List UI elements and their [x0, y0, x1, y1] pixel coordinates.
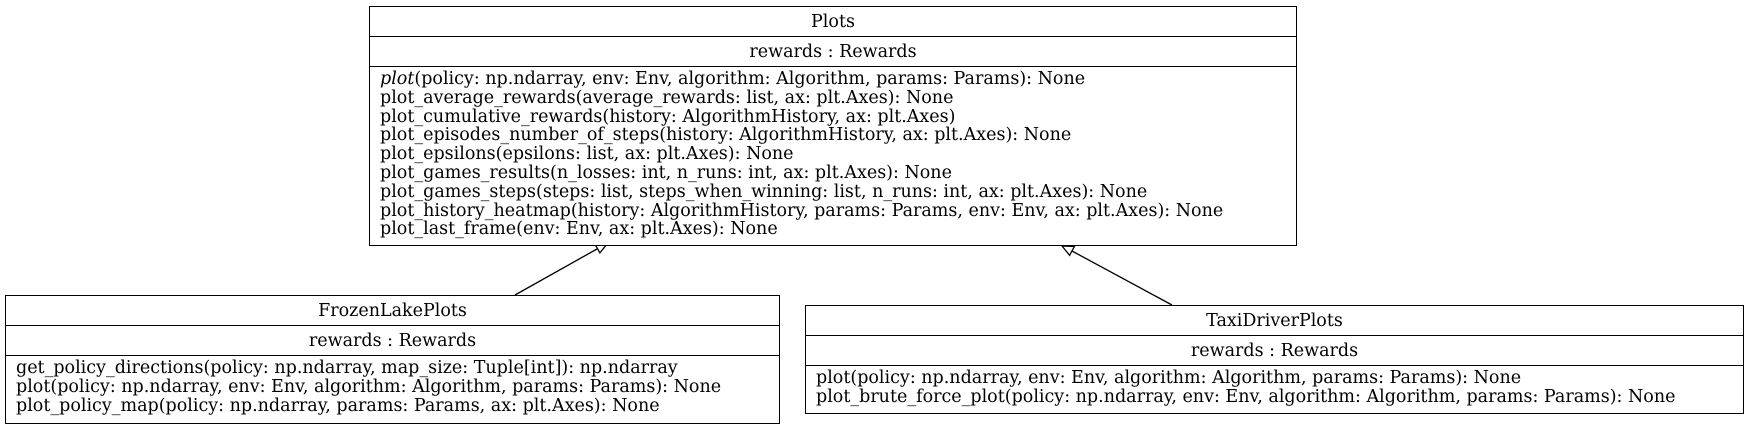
method-plot: plot(policy: np.ndarray, env: Env, algor… — [380, 69, 1086, 89]
method-plot-average-rewards: plot_average_rewards(average_rewards: li… — [380, 87, 954, 108]
class-name: TaxiDriverPlots — [806, 306, 1743, 336]
class-attributes: rewards : Rewards — [806, 336, 1743, 366]
attribute-rewards: rewards : Rewards — [1190, 341, 1359, 361]
method-plot-epsilons: plot_epsilons(epsilons: list, ax: plt.Ax… — [380, 144, 794, 165]
method-plot-cumulative-rewards: plot_cumulative_rewards(history: Algorit… — [380, 106, 956, 127]
edge-frozenlake-to-plots — [514, 243, 609, 296]
method-get-policy-directions: get_policy_directions(policy: np.ndarray… — [16, 358, 678, 378]
class-frozen-lake-plots: FrozenLakePlots rewards : Rewards get_po… — [5, 295, 780, 424]
edge-taxidriver-to-plots — [1060, 245, 1173, 306]
attribute-rewards: rewards : Rewards — [308, 331, 477, 351]
class-methods: plot(policy: np.ndarray, env: Env, algor… — [806, 366, 1743, 407]
class-methods: plot(policy: np.ndarray, env: Env, algor… — [370, 67, 1296, 239]
class-attributes: rewards : Rewards — [6, 326, 779, 356]
method-plot-games-results: plot_games_results(n_losses: int, n_runs… — [380, 162, 952, 183]
method-plot-policy-map: plot_policy_map(policy: np.ndarray, para… — [16, 395, 660, 416]
class-taxi-driver-plots: TaxiDriverPlots rewards : Rewards plot(p… — [805, 305, 1744, 414]
class-attributes: rewards : Rewards — [370, 37, 1296, 67]
class-methods: get_policy_directions(policy: np.ndarray… — [6, 356, 779, 415]
class-name: Plots — [370, 7, 1296, 37]
class-name: FrozenLakePlots — [6, 296, 779, 326]
method-plot-last-frame: plot_last_frame(env: Env, ax: plt.Axes):… — [380, 219, 778, 240]
method-plot-episodes-number-of-steps: plot_episodes_number_of_steps(history: A… — [380, 125, 1072, 146]
class-plots: Plots rewards : Rewards plot(policy: np.… — [369, 6, 1297, 246]
attribute-rewards: rewards : Rewards — [749, 42, 917, 62]
inheritance-arrowhead — [1060, 245, 1076, 257]
method-plot-brute-force-plot: plot_brute_force_plot(policy: np.ndarray… — [816, 386, 1676, 407]
method-plot: plot(policy: np.ndarray, env: Env, algor… — [16, 376, 722, 397]
method-plot: plot(policy: np.ndarray, env: Env, algor… — [816, 368, 1522, 388]
method-plot-history-heatmap: plot_history_heatmap(history: AlgorithmH… — [380, 200, 1224, 221]
method-plot-games-steps: plot_games_steps(steps: list, steps_when… — [380, 181, 1148, 202]
